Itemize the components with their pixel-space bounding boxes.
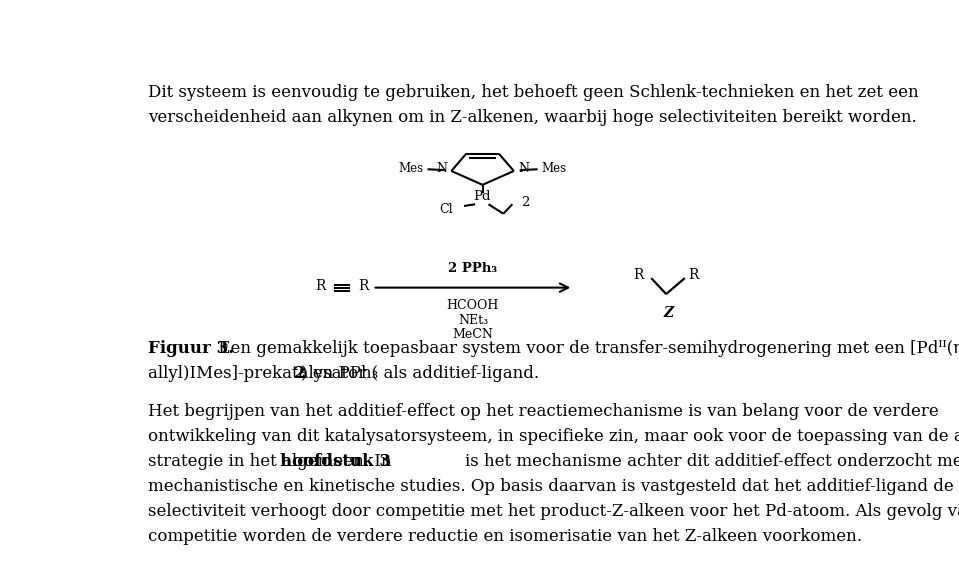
Text: R: R: [689, 268, 699, 282]
Text: NEt₃: NEt₃: [457, 314, 488, 327]
Text: strategie in het algemeen. In              is het mechanisme achter dit additief: strategie in het algemeen. In is het mec…: [148, 453, 959, 470]
Text: Cl: Cl: [439, 203, 453, 216]
Text: Mes: Mes: [399, 162, 424, 175]
Text: competitie worden de verdere reductie en isomerisatie van het Z-alkeen voorkomen: competitie worden de verdere reductie en…: [148, 528, 862, 545]
Text: mechanistische en kinetische studies. Op basis daarvan is vastgesteld dat het ad: mechanistische en kinetische studies. Op…: [148, 478, 954, 495]
Text: Een gemakkelijk toepasbaar system voor de transfer-semihydrogenering met een [Pd: Een gemakkelijk toepasbaar system voor d…: [213, 341, 959, 357]
Text: ontwikkeling van dit katalysatorsysteem, in specifieke zin, maar ook voor de toe: ontwikkeling van dit katalysatorsysteem,…: [148, 428, 959, 445]
Text: hoofdstuk 3: hoofdstuk 3: [280, 453, 391, 470]
Text: MeCN: MeCN: [453, 328, 493, 341]
Text: Pd: Pd: [473, 190, 491, 203]
Text: 2: 2: [522, 196, 529, 209]
Text: R: R: [634, 268, 643, 282]
Text: 2: 2: [293, 365, 305, 383]
Text: N: N: [518, 162, 529, 175]
Text: selectiviteit verhoogt door competitie met het product-Z-alkeen voor het Pd-atoo: selectiviteit verhoogt door competitie m…: [148, 503, 959, 520]
Text: Figuur 3.: Figuur 3.: [148, 341, 234, 357]
Text: Z: Z: [664, 306, 673, 320]
Text: verscheidenheid aan alkynen om in Z-alkenen, waarbij hoge selectiviteiten bereik: verscheidenheid aan alkynen om in Z-alke…: [148, 109, 917, 126]
Text: R: R: [316, 279, 326, 293]
Text: ) en PPh₃ als additief-ligand.: ) en PPh₃ als additief-ligand.: [301, 365, 539, 383]
Text: R: R: [359, 279, 369, 293]
Text: N: N: [436, 162, 447, 175]
Text: Mes: Mes: [541, 162, 567, 175]
Text: allyl)IMes]-prekatalysator (: allyl)IMes]-prekatalysator (: [148, 365, 378, 383]
Text: HCOOH: HCOOH: [447, 299, 499, 312]
Text: Dit systeem is eenvoudig te gebruiken, het behoeft geen Schlenk-technieken en he: Dit systeem is eenvoudig te gebruiken, h…: [148, 84, 919, 101]
Text: 2 PPh₃: 2 PPh₃: [449, 261, 498, 275]
Text: Het begrijpen van het additief-effect op het reactiemechanisme is van belang voo: Het begrijpen van het additief-effect op…: [148, 403, 939, 420]
